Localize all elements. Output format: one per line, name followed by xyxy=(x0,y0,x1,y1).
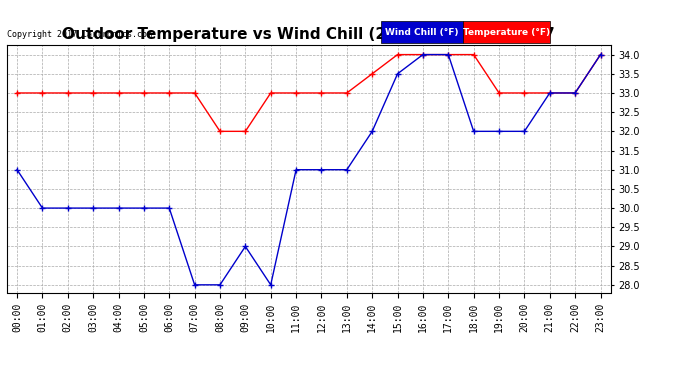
Bar xyxy=(381,21,463,42)
Text: Wind Chill (°F): Wind Chill (°F) xyxy=(385,28,459,37)
Bar xyxy=(463,21,551,42)
Text: Temperature (°F): Temperature (°F) xyxy=(463,28,550,37)
Text: Copyright 2017 Cartronics.com: Copyright 2017 Cartronics.com xyxy=(7,30,152,39)
Title: Outdoor Temperature vs Wind Chill (24 Hours)  20171217: Outdoor Temperature vs Wind Chill (24 Ho… xyxy=(62,27,555,42)
